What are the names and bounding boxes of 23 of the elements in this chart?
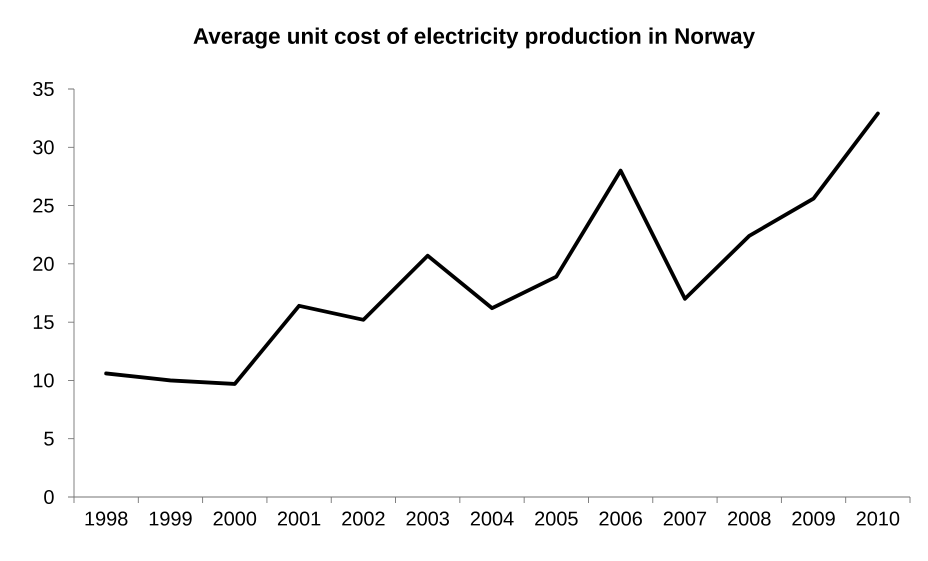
y-tick-label: 10 — [34, 373, 54, 388]
y-tick-label: 30 — [33, 140, 54, 154]
x-tick-label: 2003 — [406, 512, 449, 526]
x-tick-label: 2000 — [214, 512, 256, 526]
x-tick-label: 2004 — [470, 512, 514, 526]
x-tick-label: 2002 — [342, 512, 385, 526]
x-tick-label: 2006 — [599, 512, 642, 526]
chart-title: Average unit cost of electricity production in Norway — [193, 27, 755, 48]
y-tick-label: 25 — [33, 198, 54, 213]
x-tick-label: 1999 — [150, 512, 192, 526]
x-tick-label: 2010 — [856, 512, 900, 526]
y-tick-label: 35 — [33, 82, 54, 96]
x-tick-label: 1998 — [86, 512, 128, 526]
y-tick-label: 15 — [34, 315, 54, 330]
x-tick-label: 2008 — [728, 512, 771, 526]
x-tick-label: 2005 — [535, 512, 578, 526]
y-tick-label: 0 — [44, 490, 54, 504]
x-tick-label: 2009 — [792, 512, 835, 526]
line-series — [104, 112, 880, 386]
y-tick-label: 20 — [33, 256, 54, 271]
x-tick-label: 2007 — [664, 512, 706, 526]
x-tick-label: 2001 — [278, 512, 320, 526]
y-tick-label: 5 — [44, 432, 54, 446]
